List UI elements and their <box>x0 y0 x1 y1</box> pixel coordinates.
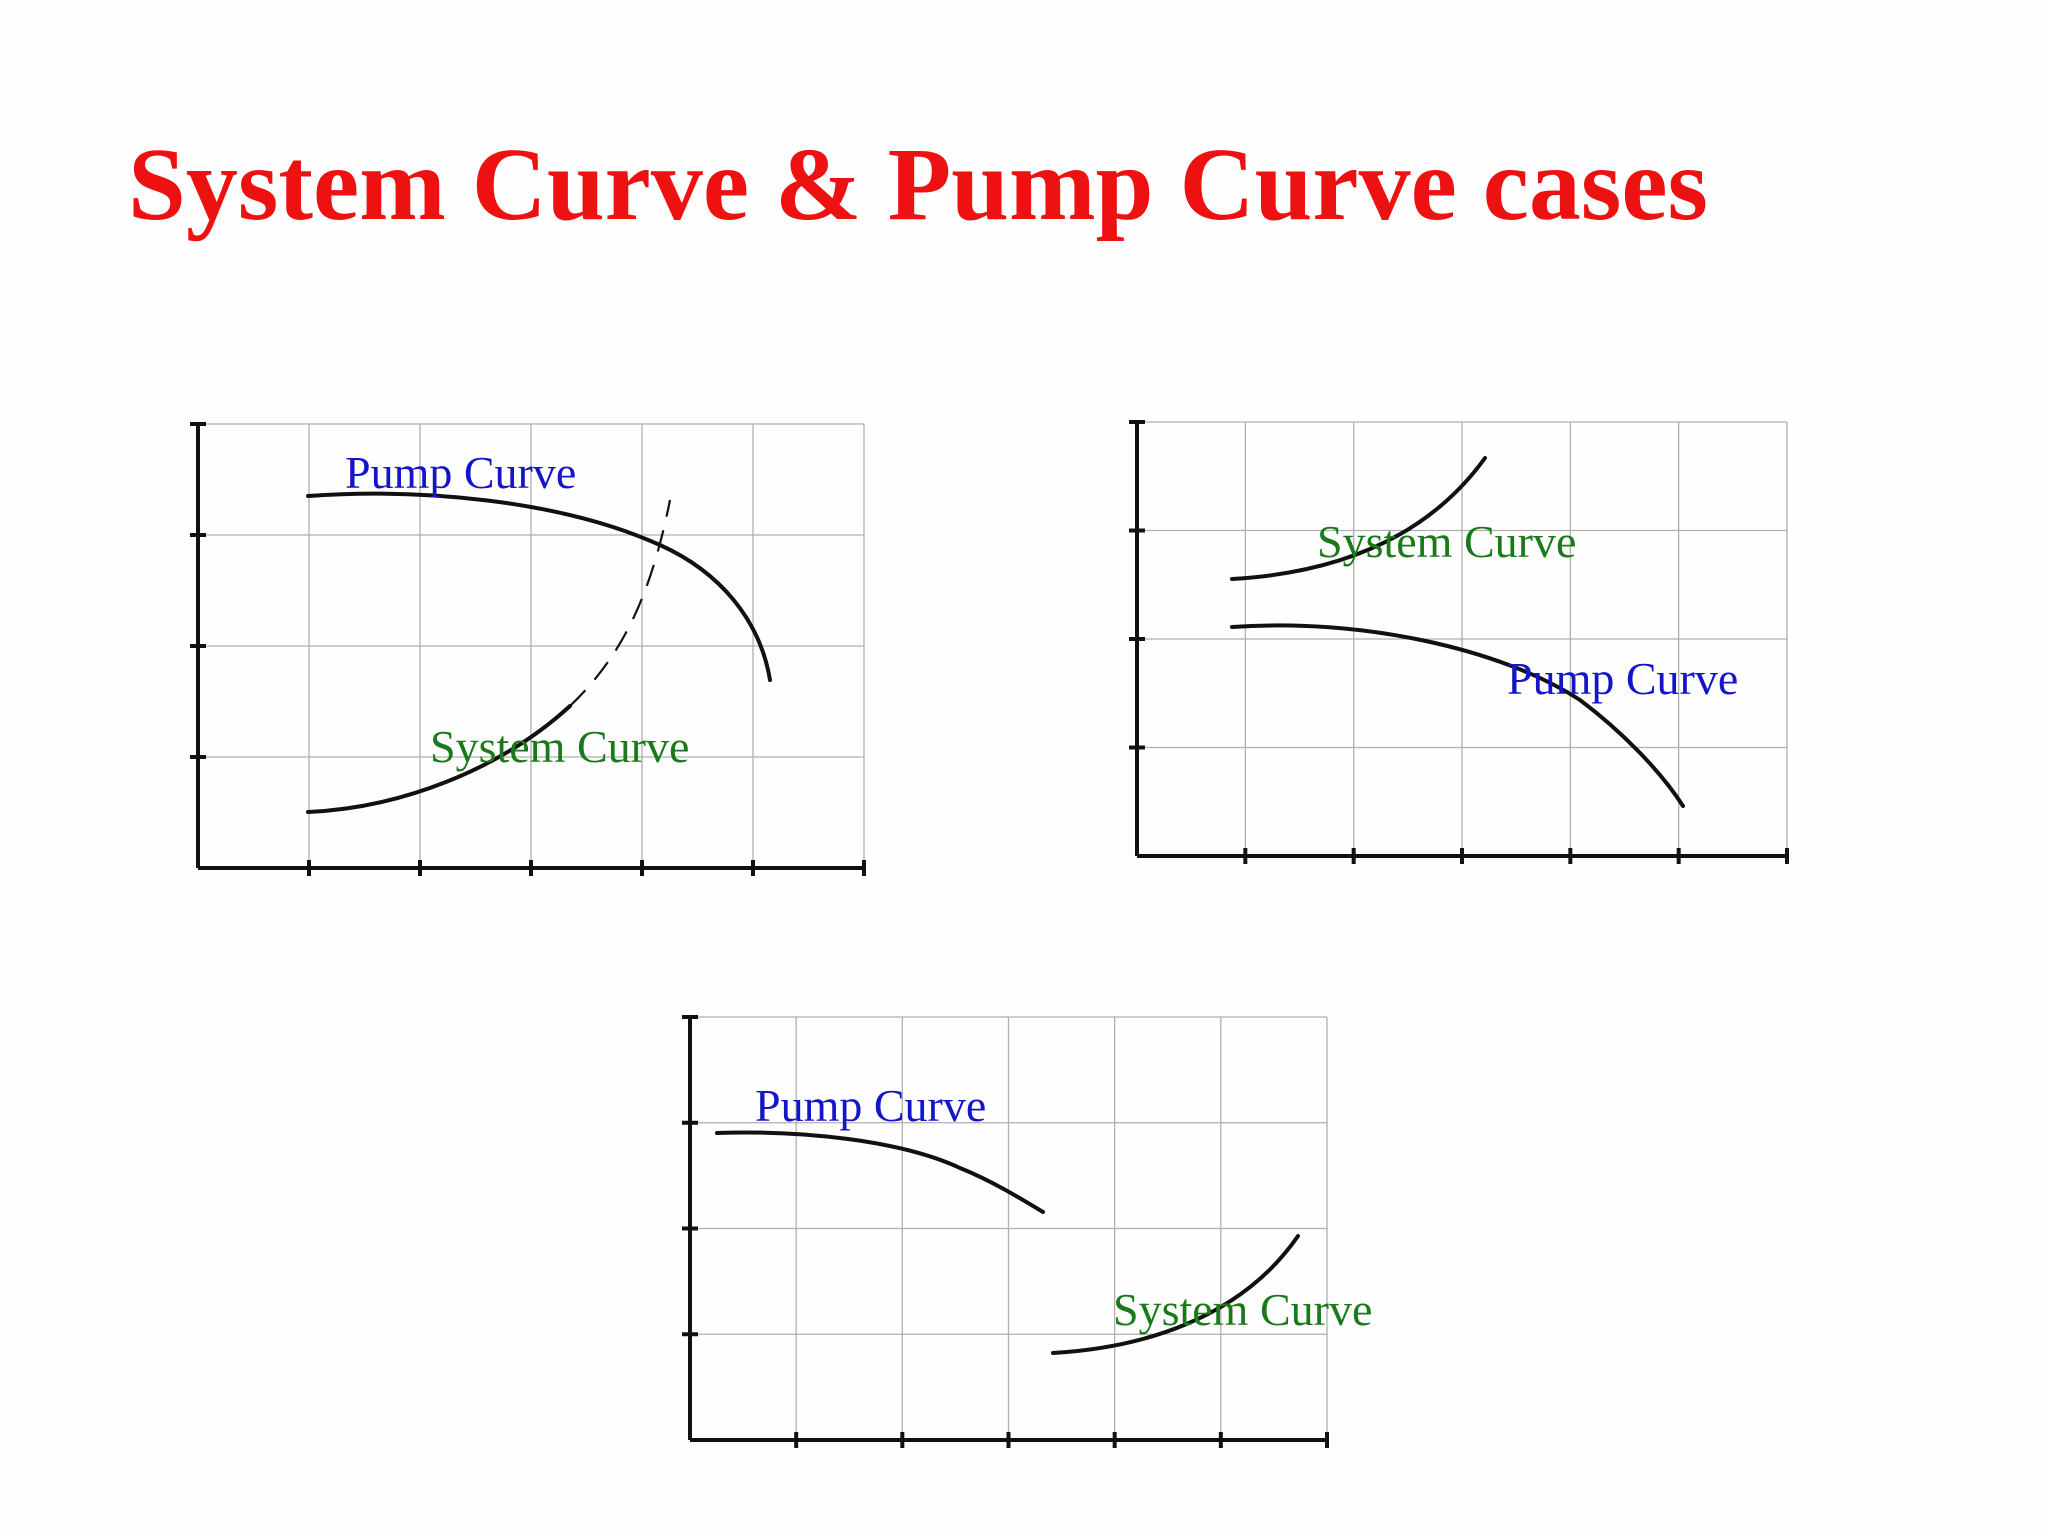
chart-3-system-curve <box>1051 1234 1300 1355</box>
chart-system-above-pump: System Curve Pump Curve <box>1129 420 1789 864</box>
chart-3-grid <box>682 1015 1329 1448</box>
chart-intersecting: Pump Curve System Curve <box>190 422 866 876</box>
chart-1-system-label: System Curve <box>430 721 689 772</box>
chart-1-system-curve-extension <box>569 499 672 707</box>
chart-2-pump-label: Pump Curve <box>1507 653 1738 704</box>
chart-3-pump-curve <box>715 1130 1045 1214</box>
chart-1-pump-label: Pump Curve <box>345 447 576 498</box>
chart-1-grid <box>190 422 866 876</box>
chart-1-pump-curve <box>306 491 772 682</box>
chart-1-system-curve <box>306 704 572 814</box>
chart-2-system-curve <box>1230 456 1487 581</box>
chart-3-system-label: System Curve <box>1113 1284 1372 1335</box>
chart-3-pump-label: Pump Curve <box>755 1080 986 1131</box>
slide-title: System Curve & Pump Curve cases <box>128 127 1709 242</box>
chart-separated: Pump Curve System Curve <box>682 1015 1372 1448</box>
chart-2-grid <box>1129 420 1789 864</box>
chart-2-system-label: System Curve <box>1317 516 1576 567</box>
chart-2-pump-curve <box>1230 623 1685 808</box>
